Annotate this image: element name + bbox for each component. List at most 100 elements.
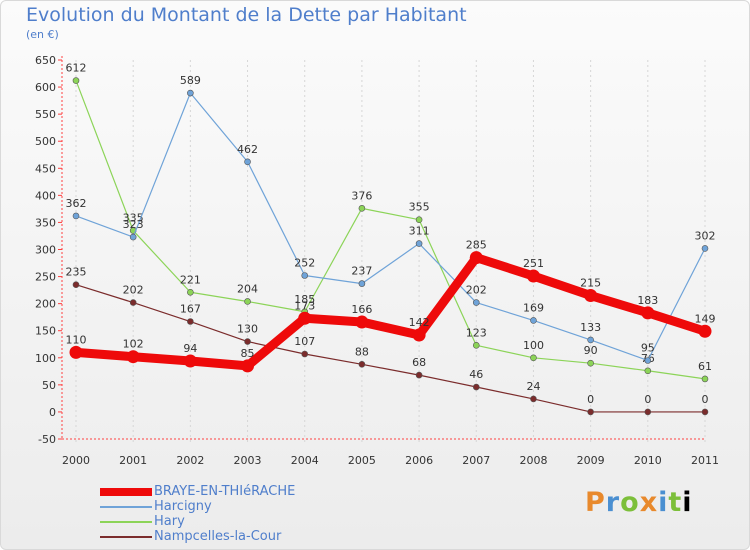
data-point	[472, 383, 480, 391]
data-label: 0	[702, 393, 709, 406]
data-point	[530, 354, 537, 362]
data-label: 133	[580, 321, 601, 334]
proxiti-logo: Proxiti	[585, 487, 693, 518]
data-point	[472, 342, 480, 349]
x-tick-label: 2003	[234, 454, 262, 467]
data-point	[298, 311, 312, 325]
data-label: 102	[123, 338, 144, 351]
y-tick-label: 300	[35, 244, 56, 257]
data-label: 167	[180, 303, 201, 316]
data-label: 285	[466, 239, 487, 252]
data-point	[72, 77, 80, 84]
data-label: 85	[241, 347, 255, 360]
data-label: 221	[180, 273, 201, 286]
y-tick-label: 200	[35, 298, 56, 311]
series-line	[75, 79, 706, 380]
data-label: 323	[123, 218, 144, 231]
data-point	[587, 336, 594, 344]
data-point	[187, 318, 194, 325]
data-label: 183	[637, 294, 658, 307]
data-point	[526, 269, 540, 283]
data-point	[415, 216, 423, 224]
data-label: 237	[351, 265, 372, 278]
data-label: 376	[351, 189, 372, 202]
data-label: 252	[294, 256, 315, 269]
data-label: 185	[294, 293, 315, 306]
y-tick-label: 600	[35, 81, 56, 94]
data-label: 355	[409, 201, 430, 214]
y-tick-label: 400	[35, 189, 56, 202]
data-label: 235	[66, 266, 87, 279]
legend-swatch-hary	[100, 521, 152, 523]
data-label: 107	[294, 335, 315, 348]
y-tick-label: 550	[35, 108, 56, 121]
chart-subtitle: (en €)	[26, 28, 59, 41]
y-tick-label: 500	[35, 135, 56, 148]
data-label: 0	[587, 393, 594, 406]
data-label: 100	[523, 339, 544, 352]
y-tick-label: 50	[42, 379, 56, 392]
data-point	[72, 212, 80, 220]
x-tick-label: 2002	[176, 454, 204, 467]
data-label: 612	[66, 62, 87, 75]
data-label: 311	[409, 225, 430, 238]
data-point	[587, 408, 594, 416]
data-point	[644, 408, 652, 416]
legend-label-harcigny: Harcigny	[154, 499, 212, 514]
data-label: 335	[123, 212, 144, 225]
data-label: 173	[294, 299, 315, 312]
data-label: 95	[641, 341, 655, 354]
series-line	[71, 253, 710, 371]
data-point	[701, 375, 709, 383]
data-label: 142	[409, 316, 430, 329]
data-point	[241, 359, 255, 373]
data-label: 202	[466, 284, 487, 297]
data-label: 362	[66, 197, 87, 210]
data-label: 24	[526, 380, 540, 393]
data-point	[358, 205, 366, 212]
data-point	[301, 272, 309, 279]
data-point	[469, 251, 483, 265]
data-label: 166	[351, 303, 372, 316]
x-tick-label: 2009	[577, 454, 605, 467]
data-label: 88	[355, 345, 369, 358]
x-tick-label: 2005	[348, 454, 376, 467]
data-point	[644, 367, 652, 375]
data-point	[301, 350, 309, 358]
data-label: 202	[123, 284, 144, 297]
data-label: 94	[183, 342, 197, 355]
y-tick-label: -50	[38, 433, 56, 446]
data-point	[129, 233, 137, 241]
data-point	[126, 350, 140, 364]
x-tick-label: 2007	[462, 454, 490, 467]
data-point	[530, 395, 537, 403]
data-point	[530, 317, 537, 324]
legend-label-braye: BRAYE-EN-THIéRACHE	[154, 484, 296, 499]
data-point	[415, 371, 423, 379]
data-point	[701, 245, 709, 252]
data-label: 90	[584, 344, 598, 357]
data-label: 0	[644, 393, 651, 406]
y-tick-label: 150	[35, 325, 56, 338]
data-point	[187, 89, 194, 97]
legend-label-nampcelles: Nampcelles-la-Cour	[154, 529, 282, 544]
data-label: 46	[469, 368, 483, 381]
data-point	[701, 408, 709, 416]
data-label: 462	[237, 143, 258, 156]
y-tick-label: 100	[35, 352, 56, 365]
data-point	[472, 299, 480, 306]
data-point	[358, 360, 366, 368]
data-label: 302	[695, 229, 716, 242]
data-label: 68	[412, 356, 426, 369]
y-tick-label: 250	[35, 271, 56, 284]
data-point	[129, 299, 137, 306]
data-point	[644, 357, 652, 364]
legend-swatch-harcigny	[100, 506, 152, 508]
data-point	[244, 158, 251, 166]
x-tick-label: 2006	[405, 454, 433, 467]
legend-label-hary: Hary	[154, 514, 185, 529]
data-label: 149	[695, 312, 716, 325]
series-line	[75, 284, 706, 413]
data-point	[415, 240, 423, 247]
